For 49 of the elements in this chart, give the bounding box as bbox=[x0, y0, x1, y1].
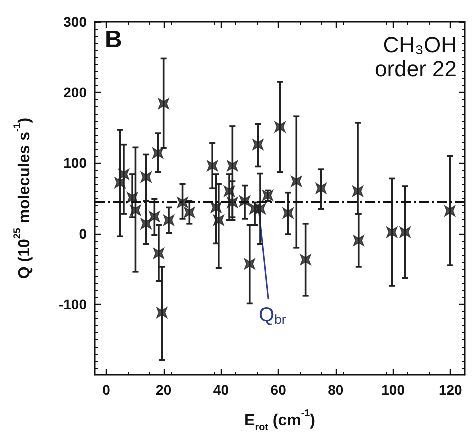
y-tick-label: 300 bbox=[64, 14, 88, 30]
y-tick-label: -100 bbox=[58, 296, 88, 312]
y-tick-label: 0 bbox=[79, 226, 88, 242]
point bbox=[244, 258, 256, 270]
point bbox=[127, 192, 138, 204]
point bbox=[140, 218, 152, 230]
y-tick-label: 100 bbox=[64, 155, 88, 172]
point bbox=[262, 190, 274, 202]
point bbox=[156, 307, 168, 318]
annotation: order 22 bbox=[375, 56, 458, 82]
point bbox=[352, 186, 364, 197]
x-tick-label: 100 bbox=[382, 382, 406, 398]
y-axis-title: Q (1025 molecules s-1) bbox=[12, 118, 34, 280]
point bbox=[149, 211, 160, 222]
point bbox=[153, 248, 164, 260]
point bbox=[184, 207, 196, 218]
x-tick-label: 60 bbox=[270, 382, 287, 398]
annotation: B bbox=[105, 26, 122, 54]
point bbox=[400, 226, 411, 238]
point bbox=[164, 214, 174, 226]
point bbox=[210, 202, 222, 214]
point bbox=[252, 139, 264, 150]
point bbox=[118, 168, 130, 180]
point bbox=[353, 235, 364, 246]
x-tick-label: 20 bbox=[156, 382, 172, 398]
point bbox=[224, 186, 236, 197]
ref-line-label: Qbr bbox=[259, 304, 287, 328]
point bbox=[386, 226, 398, 238]
point bbox=[213, 214, 224, 226]
point bbox=[158, 98, 170, 110]
point bbox=[254, 204, 266, 215]
point bbox=[316, 183, 327, 194]
annotation: CH₃OH bbox=[383, 32, 457, 58]
point bbox=[207, 160, 218, 172]
point bbox=[114, 177, 126, 188]
x-tick-label: 0 bbox=[102, 382, 111, 398]
point bbox=[227, 160, 238, 172]
point bbox=[291, 176, 302, 188]
x-tick-label: 40 bbox=[213, 382, 230, 398]
point bbox=[274, 122, 286, 133]
point bbox=[140, 172, 152, 183]
x-tick-label: 120 bbox=[438, 382, 463, 398]
point bbox=[130, 205, 142, 216]
x-tick-label: 80 bbox=[328, 382, 344, 398]
point bbox=[152, 148, 164, 159]
point bbox=[444, 206, 456, 217]
y-tick-label: 200 bbox=[64, 84, 88, 101]
point bbox=[300, 254, 312, 266]
point bbox=[282, 208, 294, 219]
